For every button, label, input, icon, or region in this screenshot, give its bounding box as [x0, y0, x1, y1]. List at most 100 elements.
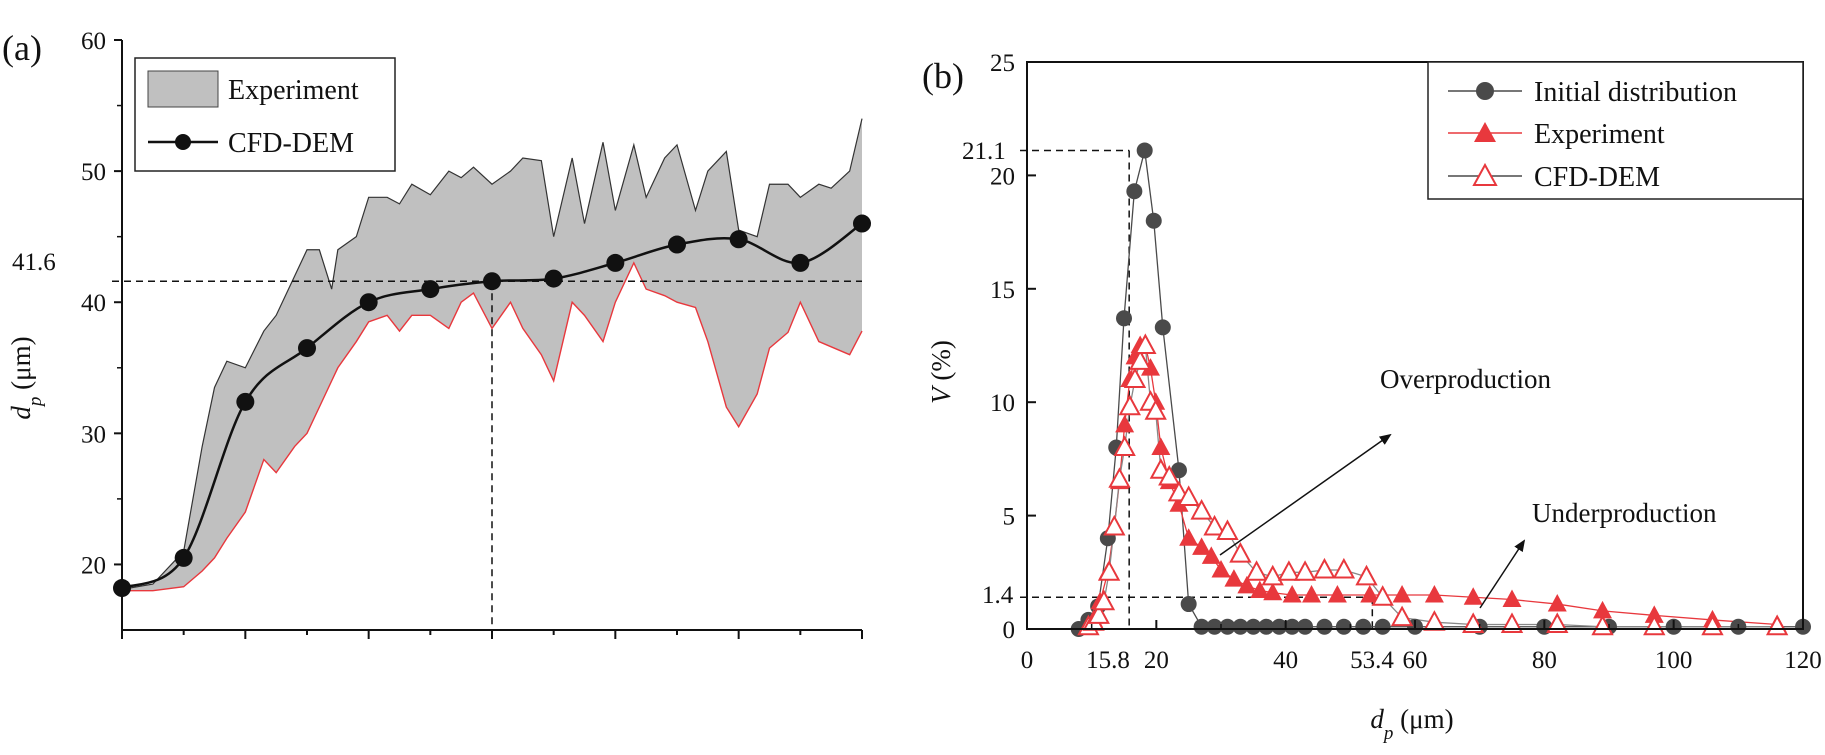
experiment-point-34: [1644, 605, 1664, 623]
cfd-dem-point-b-21: [1229, 542, 1252, 563]
initial-point-11: [1180, 596, 1197, 613]
initial-point-9: [1154, 319, 1171, 336]
legend-marker-experiment-b: [1474, 122, 1496, 142]
cfd-dem-point-10: [729, 230, 748, 249]
initial-point-22: [1335, 618, 1352, 635]
y-tick-label-a-1: 30: [81, 421, 106, 448]
cfd-dem-point-b-7: [1113, 435, 1136, 457]
cfd-dem-point-b-34: [1546, 612, 1569, 633]
experiment-point-22: [1250, 580, 1270, 598]
legend-b: Initial distribution Experiment CFD-DEM: [1427, 61, 1804, 200]
legend-label-experiment-b: Experiment: [1534, 119, 1665, 150]
reference-lines-b: [1020, 149, 1374, 629]
initial-point-14: [1219, 618, 1236, 635]
experiment-point-28: [1392, 584, 1412, 603]
initial-point-23: [1355, 618, 1372, 635]
cfd-dem-point-7: [544, 269, 563, 288]
panel-a-label: (a): [2, 28, 42, 68]
legend-swatch-experiment-a: [147, 70, 219, 108]
cfd-dem-point-b-23: [1261, 564, 1284, 586]
peak-x-label: 15.8: [1086, 647, 1130, 674]
initial-point-8: [1145, 212, 1162, 229]
experiment-point-30: [1463, 587, 1483, 605]
tail-x-label: 53.4: [1350, 647, 1394, 674]
x-tick-label-b-1: 20: [1144, 647, 1169, 674]
initial-point-19: [1284, 618, 1301, 635]
cfd-dem-point-b-18: [1190, 498, 1213, 520]
experiment-lower-edge: [122, 261, 863, 592]
y-tick-label-b-3: 15: [990, 277, 1015, 304]
y-axis-title-a: dp (μm): [6, 336, 46, 419]
underproduction-arrow: [1479, 539, 1526, 609]
y-axis-title-b: V (%): [926, 340, 956, 404]
experiment-point-26: [1327, 584, 1347, 603]
experiment-point-27: [1360, 584, 1380, 603]
experiment-point-17: [1192, 537, 1212, 555]
y-ticks-b: 0 5 10 15 20 25: [990, 50, 1036, 644]
cfd-dem-point-b-22: [1245, 560, 1268, 581]
overproduction-arrow: [1219, 433, 1392, 556]
cfd-dem-point-b-28: [1355, 564, 1378, 586]
experiment-point-29: [1424, 584, 1444, 603]
cfd-dem-point-b-24: [1277, 560, 1301, 581]
cfd-dem-point-b-20: [1216, 519, 1239, 540]
y-tick-label-b-4: 20: [990, 163, 1015, 190]
legend-label-cfd-dem-b: CFD-DEM: [1534, 162, 1660, 193]
experiment-point-25: [1302, 584, 1322, 603]
x-tick-label-b-0: 0: [1021, 647, 1034, 674]
y-tick-label-a-0: 20: [81, 552, 106, 579]
x-tick-label-b-5: 100: [1655, 647, 1693, 674]
y-tick-label-b-1: 5: [1003, 504, 1016, 531]
experiment-point-11: [1141, 358, 1161, 376]
legend-label-cfd-dem-a: CFD-DEM: [228, 128, 354, 159]
panel-a: (a) 20 30 40 50 60 41.6 dp (μm) Experiment C…: [2, 28, 871, 639]
cfd-dem-point-b-6: [1108, 467, 1131, 488]
cfd-dem-point-3: [298, 339, 316, 358]
experiment-point-23: [1263, 582, 1283, 601]
x-tick-label-b-4: 80: [1532, 647, 1557, 674]
reference-value-label-a: 41.6: [12, 249, 56, 276]
y-tick-label-b-0: 0: [1003, 617, 1016, 644]
cfd-dem-point-b-11: [1134, 333, 1157, 354]
initial-point-18: [1271, 618, 1288, 635]
legend-a: Experiment CFD-DEM: [134, 57, 396, 172]
initial-point-15: [1232, 618, 1249, 635]
cfd-dem-point-b-17: [1177, 485, 1200, 506]
legend-marker-cfd-dem-b: [1472, 162, 1498, 186]
cfd-dem-point-b-38: [1765, 614, 1789, 636]
legend-marker-initial: [1476, 82, 1494, 100]
experiment-point-32: [1547, 594, 1567, 612]
cfd-dem-point-b-4: [1097, 560, 1121, 581]
initial-point-24: [1374, 618, 1391, 635]
cfd-dem-point-b-33: [1500, 612, 1524, 633]
initial-point-20: [1297, 618, 1314, 635]
cfd-dem-point-4: [359, 293, 378, 312]
initial-point-6: [1126, 183, 1143, 200]
experiment-point-21: [1237, 575, 1257, 594]
legend-label-experiment-a: Experiment: [228, 75, 359, 106]
x-ticks-b: 0 20 40 60 80 100 120: [1021, 620, 1822, 674]
experiment-point-24: [1282, 584, 1302, 603]
initial-point-17: [1258, 618, 1275, 635]
experiment-point-19: [1211, 560, 1231, 578]
y-tick-label-a-3: 50: [81, 159, 106, 186]
x-tick-label-b-2: 40: [1273, 647, 1298, 674]
panel-b-label: (b): [922, 56, 964, 96]
underproduction-label: Underproduction: [1532, 498, 1717, 528]
cfd-dem-point-b-32: [1462, 612, 1485, 633]
cfd-dem-point-11: [791, 253, 810, 272]
cfd-dem-point-12: [853, 214, 871, 233]
experiment-point-20: [1224, 569, 1244, 587]
tail-value-label: 1.4: [982, 582, 1014, 609]
peak-value-label: 21.1: [962, 138, 1006, 165]
initial-point-10: [1170, 462, 1187, 479]
overproduction-label: Overproduction: [1380, 364, 1551, 394]
initial-point-13: [1206, 618, 1223, 635]
experiment-point-33: [1593, 600, 1613, 619]
cfd-dem-point-b-26: [1313, 557, 1336, 579]
experiment-point-13: [1151, 437, 1171, 456]
cfd-dem-point-9: [668, 235, 686, 254]
x-tick-label-b-6: 120: [1784, 647, 1822, 674]
cfd-dem-point-b-3: [1092, 589, 1116, 611]
